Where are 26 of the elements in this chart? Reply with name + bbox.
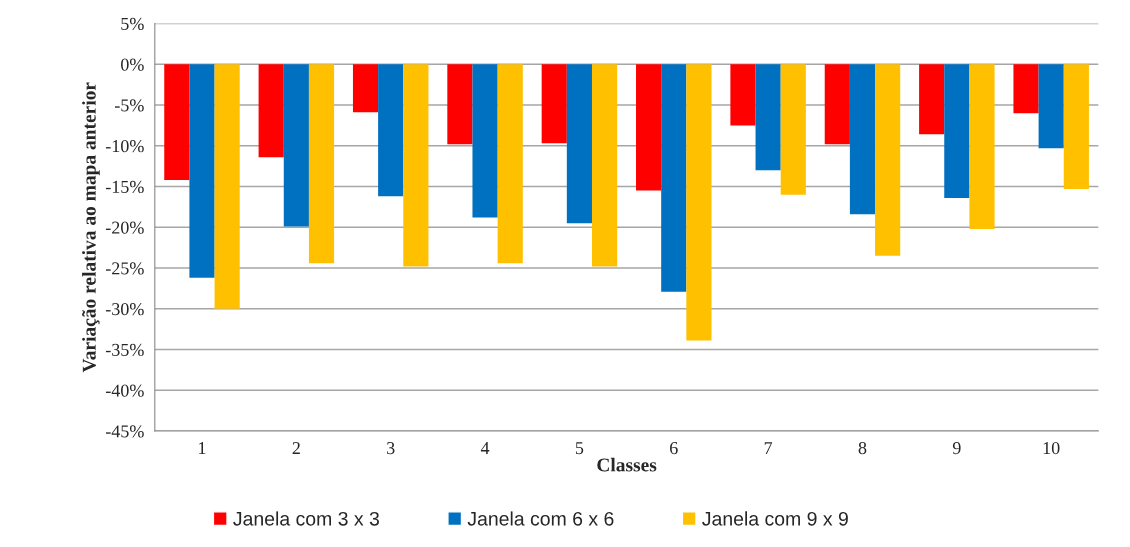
x-tick-label: 2 (292, 442, 300, 454)
y-tick-label: -20% (105, 221, 144, 234)
y-tick-label: -25% (105, 262, 144, 275)
x-tick-label: 6 (670, 442, 678, 455)
x-tick-label: 3 (387, 442, 395, 455)
y-tick-label: 0% (121, 58, 144, 71)
y-axis-title: Variação relativa ao mapa anterior (82, 82, 100, 373)
x-tick-label: 7 (764, 442, 773, 454)
x-axis-title: Classes (597, 457, 657, 472)
x-tick-label: 1 (199, 442, 206, 454)
y-tick-label: -10% (105, 140, 144, 153)
x-tick-label: 8 (858, 441, 867, 455)
legend-label: Janela com 6 x 6 (467, 511, 614, 526)
y-tick-label: -45% (105, 425, 144, 438)
y-tick-label: -35% (105, 343, 144, 357)
y-tick-label: -5% (114, 99, 144, 112)
y-tick-label: -40% (105, 384, 144, 397)
x-tick-label: 5 (575, 442, 584, 455)
x-tick-label: 4 (480, 442, 490, 454)
y-tick-label: -15% (105, 180, 144, 194)
legend-label: Janela com 9 x 9 (702, 511, 848, 526)
x-tick-label: 9 (952, 442, 961, 455)
legend-label: Janela com 3 x 3 (233, 511, 379, 526)
y-tick-label: -30% (105, 303, 144, 316)
x-tick-label: 10 (1043, 441, 1060, 455)
y-tick-label: 5% (121, 17, 144, 31)
